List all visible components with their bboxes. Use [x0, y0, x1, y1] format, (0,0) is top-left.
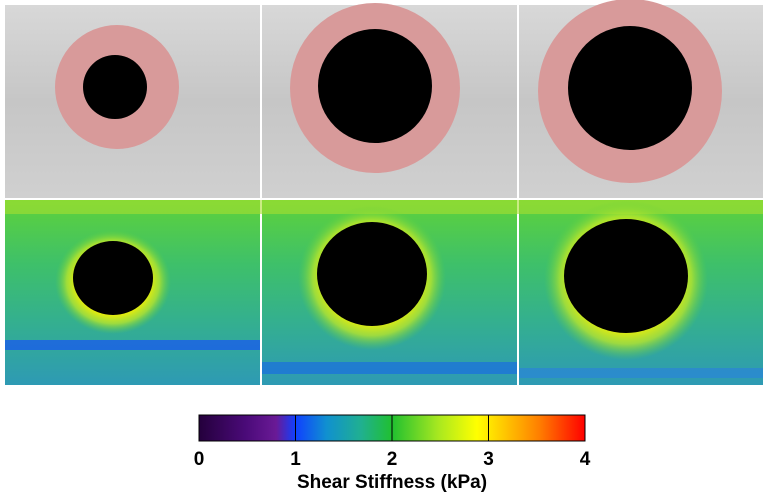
inclusion — [73, 241, 153, 315]
colorbar-label: Shear Stiffness (kPa) — [297, 472, 487, 493]
low-band — [519, 368, 763, 378]
inclusion — [83, 55, 147, 119]
inclusion — [564, 219, 688, 333]
tick-label: 3 — [483, 449, 494, 470]
stiffness-row — [5, 200, 763, 385]
tick-label: 2 — [387, 449, 398, 470]
tick-label: 1 — [290, 449, 301, 470]
low-band — [5, 340, 260, 350]
low-band — [262, 362, 517, 374]
tick-label: 4 — [580, 449, 591, 470]
inclusion — [568, 26, 692, 150]
inclusion — [317, 222, 427, 326]
magnitude-row — [5, 0, 763, 198]
inclusion — [318, 29, 432, 143]
tick-label: 0 — [194, 449, 205, 470]
